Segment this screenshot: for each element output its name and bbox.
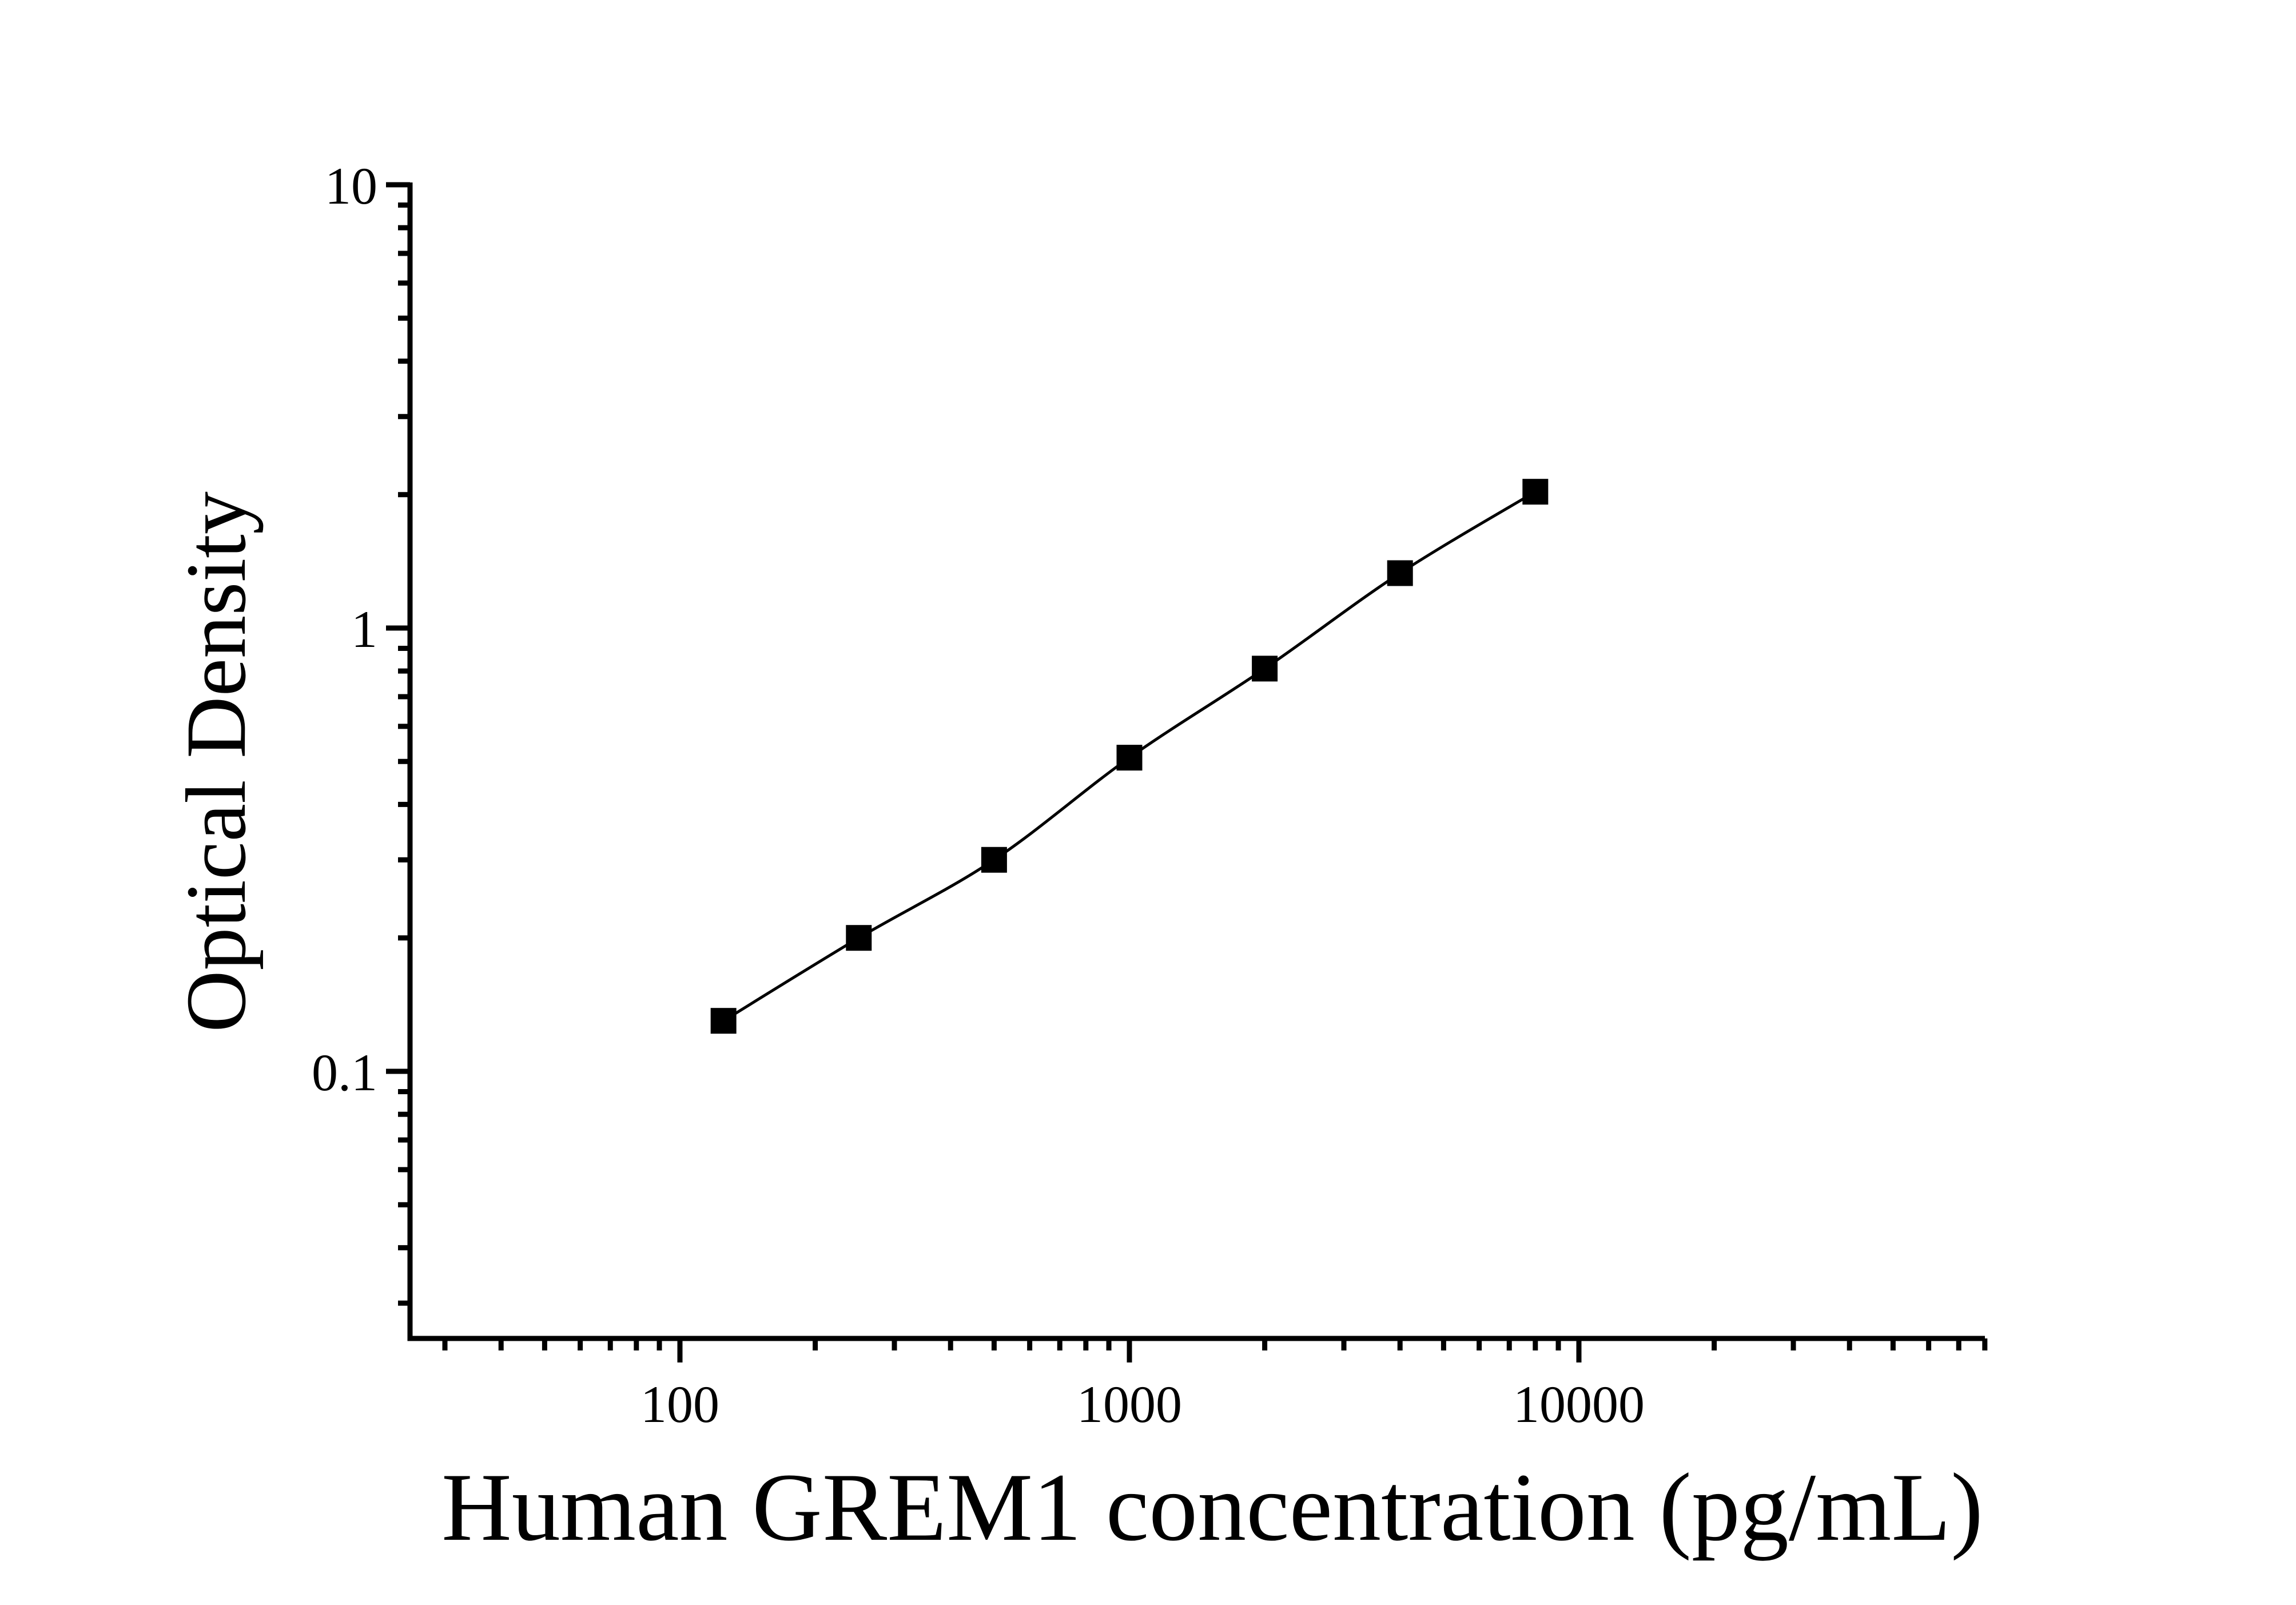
y-axis-title: Optical Density xyxy=(169,491,264,1032)
data-point-marker xyxy=(1116,745,1143,771)
data-point-marker xyxy=(1252,655,1278,682)
tick-labels: 100 1000 10000 10 1 0.1 xyxy=(312,157,1645,1433)
minor-ticks xyxy=(398,202,1988,1350)
x-tick-label: 100 xyxy=(640,1375,719,1433)
x-tick-label: 10000 xyxy=(1513,1375,1645,1433)
data-point-marker xyxy=(1387,560,1413,586)
y-tick-label: 1 xyxy=(351,600,377,658)
data-point-marker xyxy=(846,925,872,951)
data-point-marker xyxy=(710,1008,737,1034)
y-tick-label: 0.1 xyxy=(312,1043,377,1102)
axes xyxy=(407,182,1985,1341)
x-tick-label: 1000 xyxy=(1077,1375,1182,1433)
x-axis-title: Human GREM1 concentration (pg/mL) xyxy=(441,1453,1983,1561)
y-tick-label: 10 xyxy=(325,157,377,215)
series-markers xyxy=(710,479,1549,1034)
major-ticks xyxy=(386,182,1582,1362)
data-point-marker xyxy=(1522,479,1549,505)
data-point-marker xyxy=(981,847,1007,873)
